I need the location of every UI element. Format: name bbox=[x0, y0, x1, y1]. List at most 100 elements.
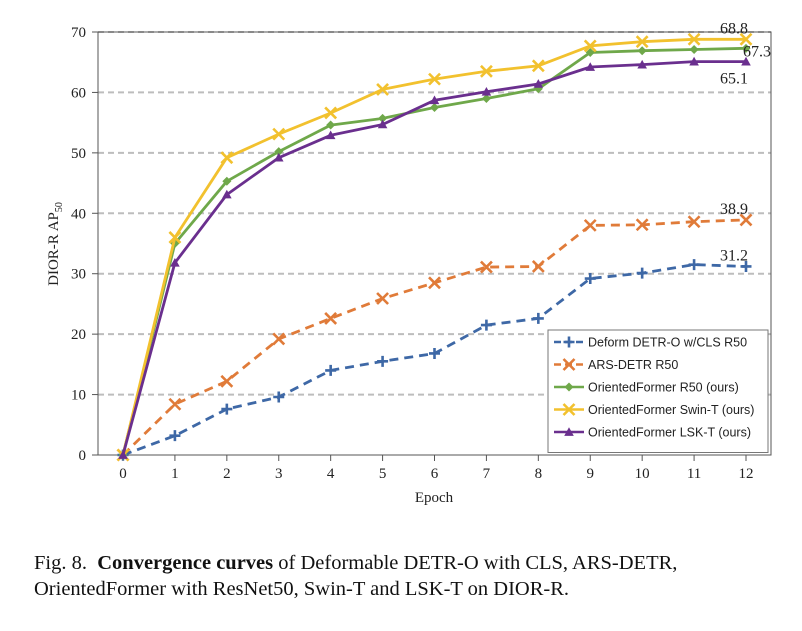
data-point bbox=[687, 215, 701, 229]
y-axis-label: DIOR-R AP50 bbox=[46, 202, 65, 286]
data-point bbox=[635, 35, 649, 49]
x-tick-label: 7 bbox=[483, 466, 491, 482]
data-point bbox=[531, 59, 545, 73]
data-point bbox=[377, 355, 389, 367]
data-point bbox=[531, 260, 545, 273]
x-axis-ticks: 0 1 2 3 4 5 6 7 8 9 10 11 12 bbox=[119, 455, 754, 482]
x-tick-label: 12 bbox=[739, 466, 754, 482]
data-point bbox=[428, 72, 441, 86]
y-axis-ticks: 0 10 20 30 40 50 60 70 bbox=[71, 25, 98, 464]
caption-label: Fig. 8. bbox=[34, 552, 87, 574]
data-point bbox=[481, 93, 491, 103]
data-point bbox=[272, 332, 286, 346]
x-tick-label: 4 bbox=[327, 466, 335, 482]
series-4 bbox=[118, 56, 751, 459]
legend-item: ARS-DETR R50 bbox=[554, 358, 678, 372]
series-3 bbox=[116, 32, 753, 462]
svg-text:DIOR-R AP50: DIOR-R AP50 bbox=[46, 202, 65, 286]
data-point bbox=[326, 120, 336, 130]
data-point bbox=[428, 276, 441, 290]
y-axis-label-subscript: 50 bbox=[54, 202, 65, 212]
data-point bbox=[637, 59, 647, 69]
series-0 bbox=[117, 259, 752, 461]
end-value-labels: 31.2 38.9 67.3 68.8 65.1 bbox=[720, 20, 771, 264]
data-point bbox=[479, 260, 493, 274]
data-point bbox=[583, 39, 597, 53]
data-point bbox=[635, 218, 649, 232]
legend-label: ARS-DETR R50 bbox=[588, 358, 678, 372]
legend-item: OrientedFormer LSK-T (ours) bbox=[554, 426, 751, 440]
data-point bbox=[273, 391, 285, 403]
data-point bbox=[583, 218, 597, 232]
data-point bbox=[221, 403, 233, 415]
data-point bbox=[739, 32, 753, 46]
data-point bbox=[481, 87, 492, 96]
legend-swatch-marker bbox=[562, 358, 576, 371]
data-point bbox=[168, 397, 182, 411]
legend-swatch-marker bbox=[562, 403, 576, 416]
data-point bbox=[168, 231, 182, 244]
data-point bbox=[325, 130, 336, 140]
data-point bbox=[739, 213, 753, 227]
y-tick-label: 40 bbox=[71, 206, 86, 222]
x-axis-label: Epoch bbox=[415, 490, 454, 506]
data-point bbox=[376, 82, 390, 96]
legend-label: OrientedFormer Swin-T (ours) bbox=[588, 403, 754, 417]
legend-item: Deform DETR-O w/CLS R50 bbox=[554, 336, 747, 350]
x-tick-label: 6 bbox=[431, 466, 439, 482]
data-point bbox=[220, 151, 234, 165]
data-point bbox=[272, 127, 286, 141]
data-point bbox=[688, 259, 700, 271]
legend-label: OrientedFormer R50 (ours) bbox=[588, 381, 739, 395]
x-tick-label: 8 bbox=[535, 466, 543, 482]
data-point bbox=[274, 147, 284, 157]
y-tick-label: 30 bbox=[71, 267, 86, 283]
data-point bbox=[429, 95, 440, 105]
data-point bbox=[377, 119, 388, 129]
data-point bbox=[222, 189, 232, 199]
data-point bbox=[741, 43, 751, 53]
data-point bbox=[741, 56, 751, 66]
caption-rest: of Deformable DETR-O with CLS, ARS-DETR,… bbox=[34, 552, 678, 600]
end-label: 68.8 bbox=[720, 20, 748, 37]
x-tick-label: 1 bbox=[171, 466, 179, 482]
data-point bbox=[222, 176, 232, 186]
data-point bbox=[585, 48, 595, 58]
x-tick-label: 3 bbox=[275, 466, 283, 482]
legend-swatch-marker bbox=[564, 382, 574, 392]
data-point bbox=[325, 364, 337, 376]
legend-swatch-marker bbox=[564, 427, 574, 436]
figure-caption: Fig. 8. Convergence curves of Deformable… bbox=[34, 550, 794, 602]
y-tick-label: 0 bbox=[79, 448, 87, 464]
y-axis-label-main: DIOR-R AP bbox=[46, 212, 62, 286]
data-point bbox=[585, 62, 596, 71]
legend-label: OrientedFormer LSK-T (ours) bbox=[588, 426, 751, 440]
data-point bbox=[169, 430, 181, 442]
data-point bbox=[584, 273, 596, 285]
data-point bbox=[378, 113, 388, 123]
data-point bbox=[430, 103, 439, 113]
data-point bbox=[532, 312, 544, 324]
data-point bbox=[324, 312, 338, 325]
data-point bbox=[687, 32, 701, 46]
series-1 bbox=[116, 213, 753, 462]
data-point bbox=[220, 374, 234, 388]
end-label: 67.3 bbox=[743, 43, 771, 60]
data-point bbox=[429, 347, 440, 359]
data-point bbox=[689, 56, 699, 66]
data-point bbox=[689, 45, 699, 55]
legend-swatch-marker bbox=[563, 336, 575, 348]
data-point bbox=[118, 450, 128, 459]
data-point bbox=[740, 260, 752, 272]
end-label: 65.1 bbox=[720, 71, 748, 88]
y-tick-label: 20 bbox=[71, 327, 86, 343]
x-tick-label: 11 bbox=[687, 466, 701, 482]
legend: Deform DETR-O w/CLS R50 ARS-DETR R50 Orien… bbox=[547, 329, 769, 453]
data-point bbox=[533, 79, 544, 88]
x-tick-label: 10 bbox=[635, 466, 650, 482]
legend-item: OrientedFormer R50 (ours) bbox=[554, 381, 739, 395]
y-tick-label: 70 bbox=[71, 25, 86, 41]
y-tick-label: 60 bbox=[71, 85, 86, 101]
legend-label: Deform DETR-O w/CLS R50 bbox=[588, 336, 747, 350]
